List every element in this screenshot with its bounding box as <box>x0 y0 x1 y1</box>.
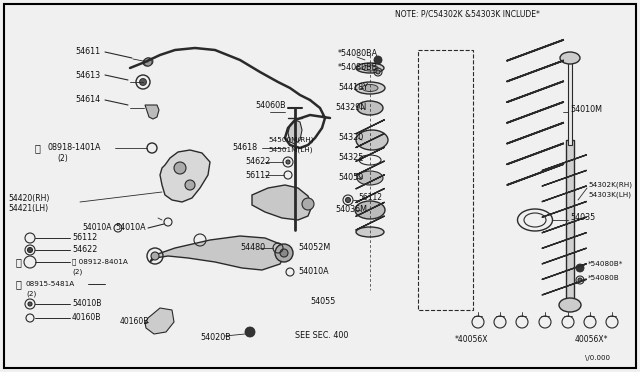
Ellipse shape <box>355 82 385 94</box>
Polygon shape <box>145 308 174 334</box>
Text: 54418Y: 54418Y <box>338 83 368 93</box>
Circle shape <box>302 198 314 210</box>
Ellipse shape <box>143 58 153 66</box>
Circle shape <box>140 78 147 86</box>
Text: (2): (2) <box>57 154 68 163</box>
Text: (2): (2) <box>72 269 83 275</box>
Text: *54080B: *54080B <box>588 275 620 281</box>
Text: 40056X*: 40056X* <box>575 336 609 344</box>
Circle shape <box>280 249 288 257</box>
Text: 56112: 56112 <box>245 170 270 180</box>
Text: ⓜ: ⓜ <box>15 279 21 289</box>
Ellipse shape <box>357 101 383 115</box>
Circle shape <box>374 56 382 64</box>
Circle shape <box>185 180 195 190</box>
Text: 54036M: 54036M <box>335 205 367 215</box>
Text: 54010B: 54010B <box>72 299 101 308</box>
Circle shape <box>245 327 255 337</box>
Circle shape <box>576 264 584 272</box>
Text: *54080B*: *54080B* <box>588 261 623 267</box>
Circle shape <box>174 162 186 174</box>
Text: 54320: 54320 <box>338 134 364 142</box>
Circle shape <box>151 252 159 260</box>
Bar <box>566 140 574 300</box>
Circle shape <box>144 58 152 66</box>
Text: 54480: 54480 <box>240 244 265 253</box>
Text: 54500M(RH): 54500M(RH) <box>268 137 314 143</box>
Ellipse shape <box>362 84 378 92</box>
Ellipse shape <box>362 65 378 71</box>
Ellipse shape <box>356 227 384 237</box>
Text: 54420(RH): 54420(RH) <box>8 193 49 202</box>
Ellipse shape <box>356 130 388 150</box>
Text: 54010A: 54010A <box>82 224 111 232</box>
Ellipse shape <box>560 52 580 64</box>
Text: 54010M: 54010M <box>570 106 602 115</box>
Text: 54329N: 54329N <box>335 103 366 112</box>
Text: *54080BB: *54080BB <box>338 62 378 71</box>
Text: 54059: 54059 <box>338 173 364 183</box>
Text: *40056X: *40056X <box>455 336 488 344</box>
Text: 40160B: 40160B <box>72 314 101 323</box>
Circle shape <box>28 302 32 306</box>
Circle shape <box>376 70 380 74</box>
Text: 08915-5481A: 08915-5481A <box>26 281 76 287</box>
Text: 54325: 54325 <box>338 154 364 163</box>
Text: 56112: 56112 <box>72 234 97 243</box>
Text: 54421(LH): 54421(LH) <box>8 203 48 212</box>
Text: 54302K(RH): 54302K(RH) <box>588 182 632 188</box>
Ellipse shape <box>357 171 383 185</box>
Polygon shape <box>288 120 302 144</box>
Ellipse shape <box>356 63 384 73</box>
Text: 54303K(LH): 54303K(LH) <box>588 192 631 198</box>
Text: 54613: 54613 <box>75 71 100 80</box>
Text: 54010A: 54010A <box>298 267 328 276</box>
Circle shape <box>346 198 351 202</box>
Text: 54618: 54618 <box>232 144 257 153</box>
Text: 54611: 54611 <box>75 48 100 57</box>
Polygon shape <box>145 105 159 119</box>
Circle shape <box>275 244 293 262</box>
Text: 54060B: 54060B <box>255 100 285 109</box>
Text: 56112: 56112 <box>358 193 382 202</box>
Text: *54080BA: *54080BA <box>338 49 378 58</box>
Text: 54501M(LH): 54501M(LH) <box>268 147 312 153</box>
Text: 54020B: 54020B <box>200 334 231 343</box>
Text: 54055: 54055 <box>310 298 335 307</box>
Text: (2): (2) <box>26 291 36 297</box>
Text: ⓝ 08912-8401A: ⓝ 08912-8401A <box>72 259 128 265</box>
Text: 54614: 54614 <box>75 96 100 105</box>
Bar <box>418 50 473 310</box>
Ellipse shape <box>355 201 385 219</box>
Text: SEE SEC. 400: SEE SEC. 400 <box>295 330 348 340</box>
Text: 08918-1401A: 08918-1401A <box>47 144 100 153</box>
Text: 54622: 54622 <box>245 157 270 167</box>
Circle shape <box>578 278 582 282</box>
Text: NOTE: P/C54302K &54303K INCLUDE*: NOTE: P/C54302K &54303K INCLUDE* <box>395 10 540 19</box>
Text: 54052M: 54052M <box>298 244 330 253</box>
Circle shape <box>28 247 33 253</box>
Text: 54622: 54622 <box>72 246 97 254</box>
Polygon shape <box>150 236 285 270</box>
Text: 54010A: 54010A <box>115 224 146 232</box>
Text: ⓝ: ⓝ <box>34 143 40 153</box>
Text: ⓝ: ⓝ <box>15 257 21 267</box>
Polygon shape <box>252 185 312 220</box>
Bar <box>568 60 572 145</box>
Text: 40160B: 40160B <box>120 317 149 327</box>
Ellipse shape <box>559 298 581 312</box>
Text: \/0.000: \/0.000 <box>585 355 610 361</box>
Text: 54035: 54035 <box>570 214 595 222</box>
Circle shape <box>286 160 290 164</box>
Polygon shape <box>160 150 210 202</box>
